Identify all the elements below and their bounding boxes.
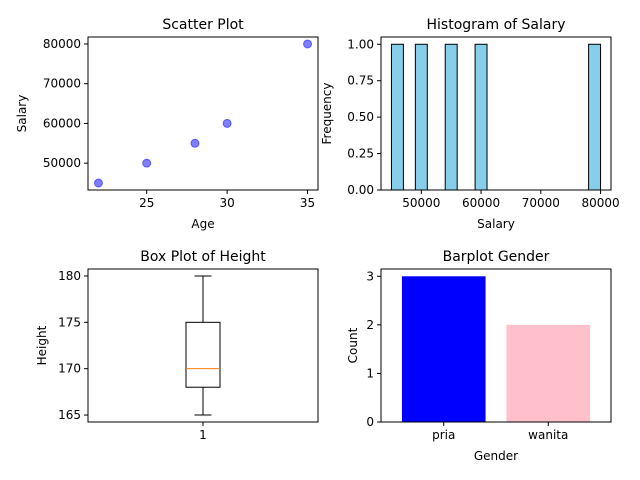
y-tick-label: 1.00 <box>347 37 374 51</box>
x-tick-label: 25 <box>139 196 154 210</box>
axes-frame <box>380 268 612 423</box>
y-tick-label: 0.50 <box>347 110 374 124</box>
scatter-plot-panel: Scatter Plot Age Salary 50000 60000 70000 8000… <box>15 17 319 231</box>
y-tick-label: 2 <box>366 318 374 332</box>
histogram-bar <box>588 43 602 191</box>
x-tick-label: 60000 <box>462 196 500 210</box>
axes-frame <box>380 36 612 191</box>
barplot-gender-panel: Barplot Gender Gender Count 0 1 2 3 pria wanita <box>346 249 612 463</box>
scatter-point <box>222 118 232 128</box>
x-tick-label: 35 <box>300 196 315 210</box>
bar <box>401 276 486 422</box>
x-tick-label: 30 <box>219 196 234 210</box>
y-tick-label: 1 <box>366 366 374 380</box>
x-tick-label: 70000 <box>522 196 560 210</box>
chart-title: Box Plot of Height <box>140 249 266 265</box>
x-tick-label: wanita <box>528 428 568 442</box>
scatter-point <box>142 158 152 168</box>
y-axis-label: Count <box>346 327 360 363</box>
y-tick-label: 170 <box>58 362 81 376</box>
y-tick-label: 0.00 <box>347 183 374 197</box>
y-tick-label: 60000 <box>43 116 81 130</box>
y-axis-label: Salary <box>15 95 29 133</box>
x-axis-label: Salary <box>477 217 515 231</box>
histogram-bar <box>444 43 458 191</box>
y-tick-label: 165 <box>58 408 81 422</box>
box-plot-panel: Box Plot of Height Height 165 170 175 180 1 <box>35 249 319 442</box>
y-tick-label: 50000 <box>43 156 81 170</box>
chart-title: Barplot Gender <box>443 249 550 265</box>
y-axis-label: Height <box>35 325 49 365</box>
x-tick-label: 1 <box>199 428 207 442</box>
x-tick-label: 80000 <box>581 196 619 210</box>
y-tick-label: 0.25 <box>347 147 374 161</box>
axes-frame <box>87 36 319 191</box>
x-axis-label: Gender <box>474 449 518 463</box>
histogram-bar <box>390 43 404 191</box>
x-tick-label: pria <box>432 428 455 442</box>
bar <box>506 324 591 422</box>
chart-title: Histogram of Salary <box>427 17 566 33</box>
chart-title: Scatter Plot <box>162 17 244 33</box>
histogram-bar <box>474 43 488 191</box>
x-tick-label: 50000 <box>402 196 440 210</box>
y-tick-label: 0.75 <box>347 74 374 88</box>
histogram-panel: Histogram of Salary Salary Frequency 0.00 0.… <box>320 17 620 231</box>
y-tick-label: 0 <box>366 415 374 429</box>
scatter-point <box>190 138 200 148</box>
y-tick-label: 175 <box>58 315 81 329</box>
histogram-bar <box>414 43 428 191</box>
y-axis-label: Frequency <box>320 83 334 145</box>
y-tick-label: 3 <box>366 269 374 283</box>
box-body <box>185 321 221 388</box>
scatter-point <box>93 178 103 188</box>
y-tick-label: 80000 <box>43 37 81 51</box>
x-axis-label: Age <box>191 217 214 231</box>
y-tick-label: 180 <box>58 269 81 283</box>
y-tick-label: 70000 <box>43 77 81 91</box>
scatter-point <box>303 39 313 49</box>
